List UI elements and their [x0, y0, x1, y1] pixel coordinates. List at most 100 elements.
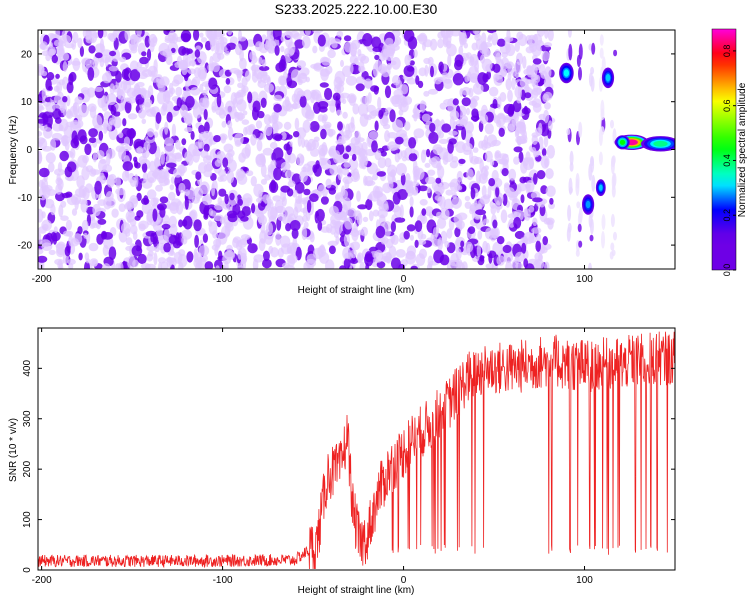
heatmap-noise-blob — [155, 112, 162, 124]
heatmap-noise-blob — [524, 92, 532, 99]
heatmap-noise-blob — [287, 41, 296, 56]
heatmap-noise-blob — [382, 252, 392, 262]
heatmap-noise-blob — [296, 93, 301, 101]
heatmap-noise-blob — [342, 153, 350, 160]
heatmap-noise-blob — [325, 223, 333, 234]
heatmap-noise-blob — [516, 135, 522, 146]
heatmap-noise-blob — [118, 262, 124, 269]
heatmap-noise-blob — [357, 53, 367, 62]
heatmap-noise-blob — [545, 185, 556, 197]
heatmap-noise-blob — [230, 92, 238, 105]
heatmap-noise-blob — [321, 142, 328, 155]
heatmap-noise-blob — [310, 89, 317, 97]
heatmap-noise-blob — [541, 50, 550, 62]
heatmap-features — [559, 62, 675, 215]
heatmap-noise-blob — [352, 145, 362, 156]
heatmap-noise-blob — [523, 231, 535, 245]
heatmap-noise-blob — [293, 131, 300, 138]
heatmap-noise-blob — [168, 215, 177, 228]
heatmap-y-tick-label: -10 — [18, 193, 33, 204]
heatmap-noise-blob — [424, 206, 434, 217]
heatmap-noise-blob — [514, 41, 520, 53]
heatmap-noise-blob — [109, 83, 115, 95]
heatmap-noise-blob — [478, 198, 485, 208]
heatmap-noise-blob — [416, 239, 427, 245]
heatmap-noise-blob — [333, 230, 339, 238]
heatmap-noise-blob — [332, 150, 341, 164]
heatmap-noise-blob — [534, 252, 543, 262]
heatmap-noise-blob — [111, 208, 119, 218]
heatmap-noise-blob — [319, 82, 329, 88]
heatmap-noise-blob — [428, 131, 439, 144]
heatmap-noise-blob — [166, 200, 171, 210]
heatmap-noise-blob — [400, 172, 406, 186]
heatmap-noise-blob — [577, 223, 582, 233]
heatmap-noise-blob — [312, 45, 318, 54]
heatmap-noise-blob — [65, 230, 74, 237]
heatmap-noise-blob — [90, 169, 101, 175]
heatmap-noise-blob — [432, 144, 443, 155]
heatmap-noise-blob — [238, 30, 242, 41]
heatmap-noise-blob — [198, 245, 210, 257]
heatmap-noise-blob — [417, 80, 424, 89]
heatmap-noise-blob — [396, 129, 408, 138]
heatmap-noise-blob — [242, 193, 253, 207]
heatmap-noise-blob — [203, 108, 208, 121]
heatmap-noise-blob — [536, 30, 545, 37]
heatmap-noise-blob — [105, 191, 114, 202]
heatmap-noise-blob — [287, 180, 296, 188]
heatmap-noise-blob — [441, 123, 452, 133]
heatmap-noise-blob — [137, 66, 148, 73]
heatmap-noise-blob — [178, 261, 184, 269]
heatmap-noise-blob — [394, 217, 406, 223]
heatmap-noise-blob — [340, 59, 344, 68]
heatmap-noise-blob — [410, 148, 416, 154]
heatmap-noise-blob — [164, 37, 174, 44]
heatmap-noise-blob — [389, 109, 396, 123]
heatmap-noise-blob — [38, 167, 50, 178]
heatmap-noise-blob — [211, 101, 217, 113]
heatmap-noise-blob — [359, 149, 368, 161]
heatmap-noise-blob — [501, 51, 508, 58]
heatmap-noise-blob — [343, 41, 354, 53]
colorbar-tick-label: 0.4 — [722, 154, 732, 167]
heatmap-noise-blob — [129, 69, 141, 82]
heatmap-noise-blob — [403, 30, 415, 42]
heatmap-noise-blob — [438, 131, 444, 139]
heatmap-noise-blob — [568, 43, 573, 61]
heatmap-noise-blob — [192, 104, 202, 119]
heatmap-noise-blob — [532, 197, 543, 203]
heatmap-noise-blob — [589, 234, 594, 242]
heatmap-noise-blob — [320, 196, 329, 205]
heatmap-noise-blob — [331, 41, 338, 49]
heatmap-noise-blob — [513, 216, 522, 229]
heatmap-noise-blob — [261, 59, 267, 68]
heatmap-noise-blob — [543, 42, 553, 48]
heatmap-noise-blob — [390, 221, 396, 233]
heatmap-noise-blob — [171, 123, 176, 137]
heatmap-noise-blob — [543, 77, 552, 87]
heatmap-noise-blob — [77, 129, 87, 142]
heatmap-noise-blob — [502, 193, 508, 206]
heatmap-noise-blob — [201, 37, 207, 43]
heatmap-noise-blob — [245, 125, 255, 136]
heatmap-noise-blob — [484, 123, 494, 135]
heatmap-noise-blob — [377, 96, 382, 110]
heatmap-noise-blob — [147, 250, 154, 257]
heatmap-noise-blob — [611, 184, 616, 198]
snr-x-ticks: -200 -100 0 100 — [32, 328, 593, 586]
heatmap-noise-blob — [419, 199, 428, 206]
heatmap-noise-blob — [257, 110, 265, 119]
heatmap-noise-blob — [449, 110, 460, 121]
heatmap-noise-blob — [305, 105, 311, 112]
heatmap-noise-blob — [346, 93, 357, 104]
heatmap-noise-blob — [518, 34, 528, 47]
heatmap-noise-blob — [267, 207, 278, 221]
heatmap-noise-blob — [470, 56, 475, 63]
heatmap-noise-blob — [166, 111, 173, 123]
heatmap-noise-blob — [170, 47, 176, 54]
heatmap-noise-blob — [246, 170, 254, 177]
heatmap-noise-blob — [299, 170, 308, 183]
heatmap-noise-blob — [543, 109, 550, 124]
heatmap-noise-blob — [525, 180, 535, 193]
